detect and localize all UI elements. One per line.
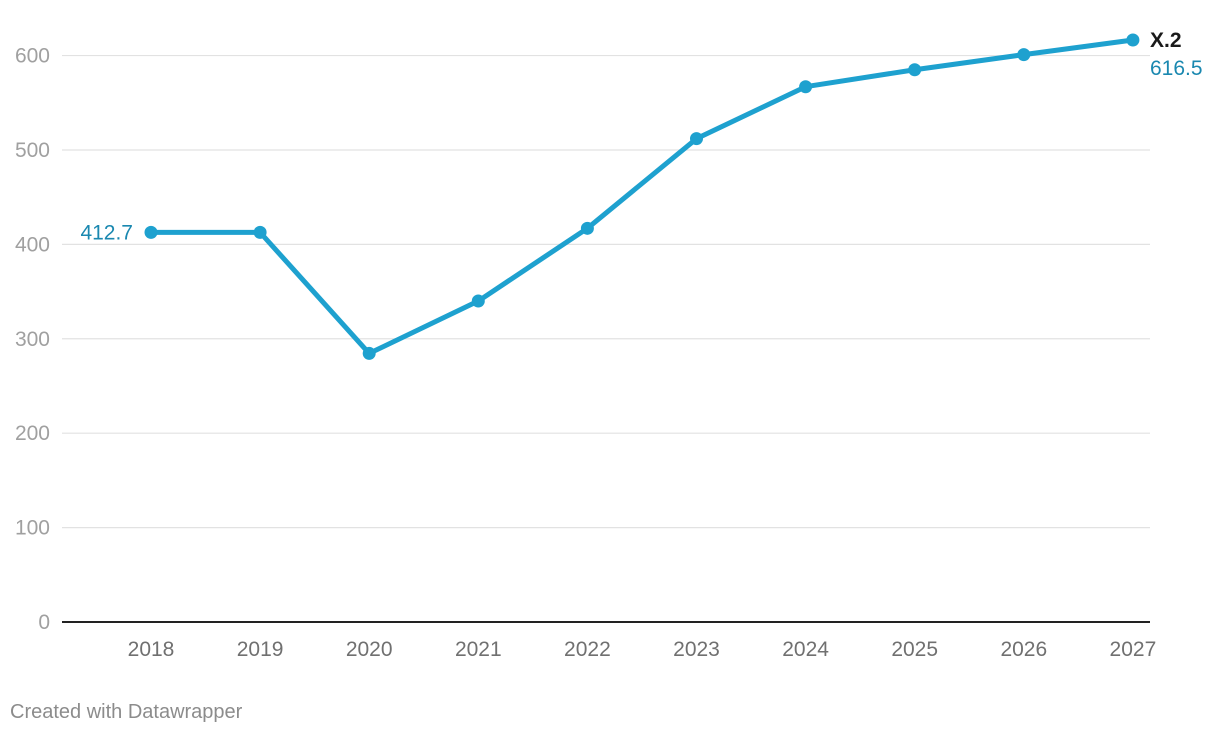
data-point xyxy=(908,63,922,77)
data-point xyxy=(799,80,813,94)
data-point xyxy=(690,132,703,146)
data-point xyxy=(362,346,376,360)
data-point xyxy=(580,221,594,235)
x-tick-label: 2021 xyxy=(455,638,502,661)
x-tick-label: 2025 xyxy=(891,638,938,661)
data-label-first: 412.7 xyxy=(80,221,133,244)
y-tick-label: 400 xyxy=(15,233,50,256)
x-tick-label: 2019 xyxy=(237,638,284,661)
y-tick-label: 600 xyxy=(15,45,50,68)
x-tick-label: 2022 xyxy=(564,638,611,661)
x-tick-label: 2018 xyxy=(128,638,175,661)
data-label-last: 616.5 xyxy=(1150,57,1203,80)
x-tick-label: 2027 xyxy=(1110,638,1157,661)
credit-text[interactable]: Created with Datawrapper xyxy=(10,701,243,723)
series-name-label: X.2 xyxy=(1150,29,1182,52)
y-tick-label: 0 xyxy=(38,611,50,634)
data-point xyxy=(253,225,267,239)
data-point xyxy=(1126,33,1140,47)
y-tick-label: 300 xyxy=(15,328,50,351)
x-tick-label: 2024 xyxy=(782,638,829,661)
x-tick-label: 2026 xyxy=(1000,638,1047,661)
y-tick-label: 500 xyxy=(15,139,50,162)
y-tick-label: 200 xyxy=(15,422,50,445)
y-tick-label: 100 xyxy=(15,517,50,540)
data-point xyxy=(1017,48,1031,62)
x-tick-label: 2023 xyxy=(673,638,720,661)
series-line xyxy=(148,37,1136,356)
data-point xyxy=(144,225,158,239)
x-tick-label: 2020 xyxy=(346,638,393,661)
data-point xyxy=(471,294,485,308)
